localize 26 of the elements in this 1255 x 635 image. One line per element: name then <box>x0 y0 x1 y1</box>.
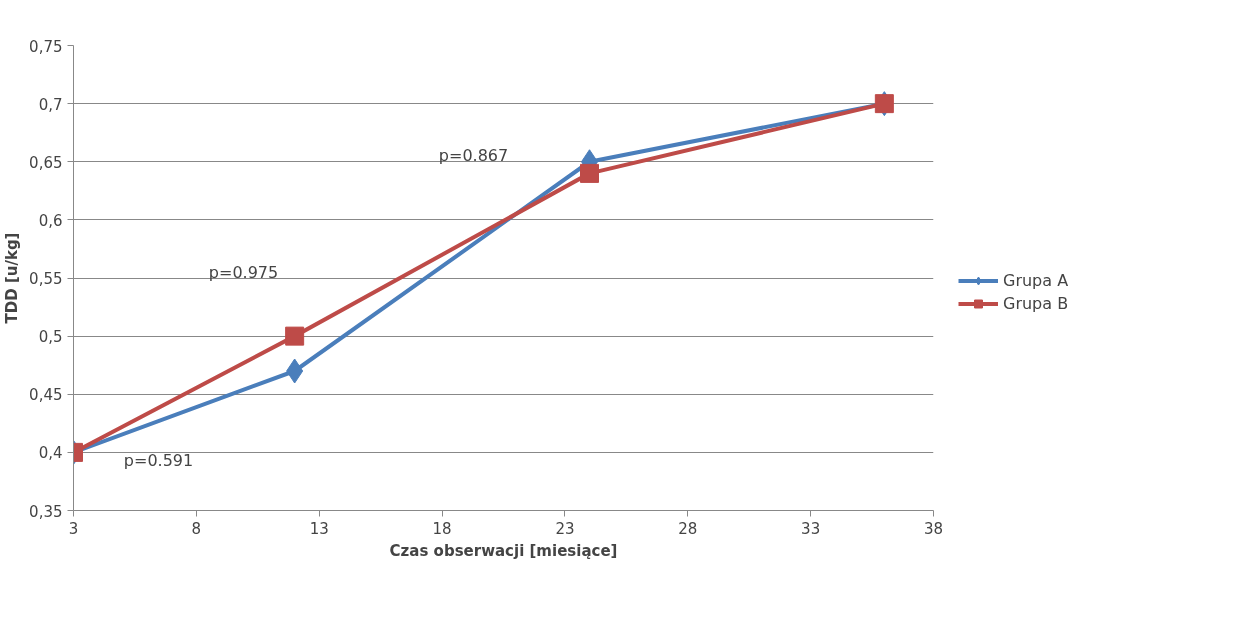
annotation: p=0.975 <box>208 263 279 282</box>
x-tick-label: 3 <box>68 519 79 538</box>
y-tick-label: 0,4 <box>38 444 63 463</box>
legend-label: Grupa A <box>1003 270 1069 290</box>
y-tick-label: 0,5 <box>38 328 63 347</box>
y-tick-label: 0,6 <box>38 211 63 230</box>
x-tick-label: 28 <box>678 519 698 538</box>
x-axis-title: Czas obserwacji [miesiące] <box>389 541 618 560</box>
annotation: p=0.867 <box>438 146 509 165</box>
y-tick-label: 0,75 <box>29 37 63 56</box>
x-tick-label: 23 <box>555 519 575 538</box>
y-tick-label: 0,35 <box>29 502 63 521</box>
x-tick-label: 13 <box>309 519 329 538</box>
point <box>285 326 305 346</box>
y-axis-title: TDD [u/kg] <box>3 232 22 324</box>
x-tick-label: 8 <box>191 519 202 538</box>
legend-label: Grupa B <box>1003 293 1069 313</box>
y-tick-label: 0,65 <box>29 153 63 172</box>
y-tick-label: 0,7 <box>38 95 63 114</box>
y-tick-label: 0,45 <box>29 386 63 405</box>
x-tick-label: 18 <box>432 519 452 538</box>
x-tick-label: 38 <box>923 519 944 538</box>
y-tick-label: 0,55 <box>29 270 63 288</box>
x-tick-label: 33 <box>801 519 821 538</box>
annotation: p=0.591 <box>123 451 194 470</box>
point <box>580 163 599 183</box>
